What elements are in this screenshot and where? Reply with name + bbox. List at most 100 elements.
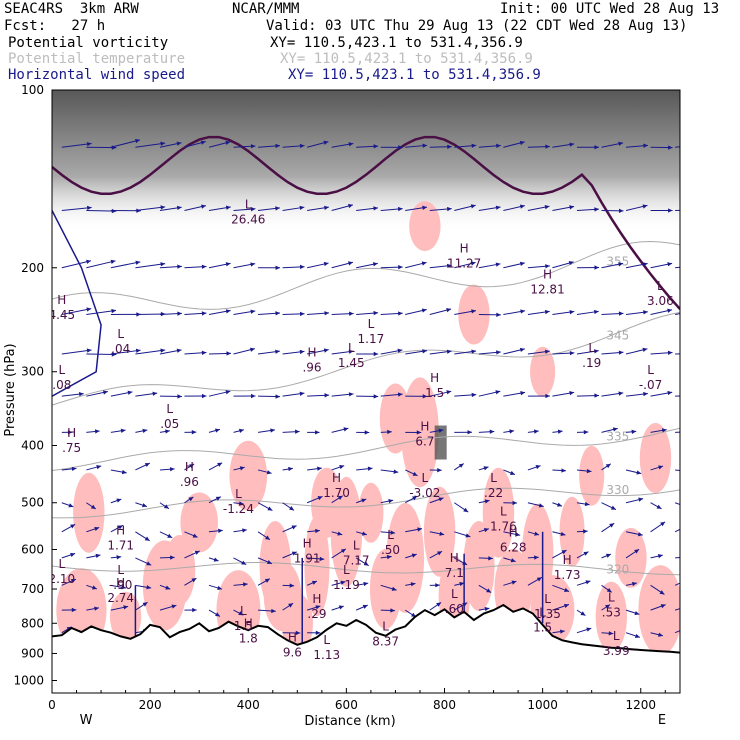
theta-contour bbox=[52, 561, 680, 576]
pv-extremum-value: .05 bbox=[160, 417, 179, 431]
pv-extremum-marker: H bbox=[288, 630, 297, 644]
wind-vector-head bbox=[361, 531, 367, 536]
wind-speed-contour bbox=[52, 210, 102, 397]
wind-vector-head bbox=[225, 205, 231, 210]
x-tick-label: 600 bbox=[335, 698, 358, 712]
wind-vector-head bbox=[146, 561, 152, 566]
wind-vector-head bbox=[86, 141, 92, 147]
wind-vector-head bbox=[609, 523, 615, 528]
wind-vector-head bbox=[201, 264, 207, 269]
wind-vector-head bbox=[299, 349, 305, 355]
wind-vector-head bbox=[583, 529, 588, 534]
pv-extremum-marker: H bbox=[332, 471, 341, 485]
wind-vector-head bbox=[594, 207, 599, 212]
wind-vector-head bbox=[275, 206, 280, 211]
wind-vector-head bbox=[618, 262, 624, 267]
pv-extremum-value: 9.6 bbox=[283, 645, 302, 659]
wind-vector-head bbox=[608, 631, 614, 636]
wind-vector-head bbox=[339, 465, 345, 470]
y-tick-label: 700 bbox=[21, 582, 44, 596]
wind-vector-head bbox=[217, 462, 223, 467]
wind-vector-head bbox=[610, 505, 616, 510]
wind-vector-head bbox=[144, 463, 150, 468]
wind-vector-head bbox=[667, 390, 673, 396]
wind-vector-head bbox=[465, 533, 471, 538]
wind-vector-head bbox=[660, 521, 666, 527]
wind-vector-head bbox=[417, 527, 423, 532]
wind-vector-head bbox=[488, 556, 493, 561]
wind-vector-head bbox=[569, 205, 575, 210]
wind-vector-head bbox=[275, 349, 280, 354]
wind-vector-head bbox=[121, 469, 127, 475]
wind-vector-head bbox=[170, 555, 175, 560]
wind-vector-head bbox=[160, 205, 166, 210]
pv-extremum-value: -.90 bbox=[109, 578, 132, 592]
wind-vector-head bbox=[127, 390, 133, 395]
wind-vector-head bbox=[642, 262, 648, 267]
wind-vector-head bbox=[495, 390, 501, 395]
pv-shaded-region bbox=[595, 581, 628, 652]
wind-vector-head bbox=[534, 555, 539, 560]
pv-extremum-value: 1.8 bbox=[239, 632, 258, 646]
wind-vector-head bbox=[142, 602, 148, 607]
wind-vector-head bbox=[686, 469, 691, 473]
wind-vector-head bbox=[471, 392, 477, 398]
pv-extremum-value: 7.17 bbox=[343, 554, 370, 568]
pv-shaded-region bbox=[109, 591, 142, 642]
wind-vector-head bbox=[538, 503, 544, 508]
pv-extremum-marker: L bbox=[382, 620, 389, 634]
wind-vector-head bbox=[398, 145, 403, 150]
field-xy-theta: XY= 110.5,423.1 to 531.4,356.9 bbox=[280, 51, 533, 67]
wind-vector-head bbox=[299, 143, 305, 149]
wind-vector bbox=[110, 139, 141, 148]
pv-extremum-value: .04 bbox=[111, 342, 130, 356]
wind-vector-head bbox=[667, 308, 673, 313]
wind-vector-head bbox=[693, 351, 698, 355]
wind-vector-head bbox=[323, 348, 329, 353]
wind-vector-head bbox=[545, 393, 550, 399]
pv-extremum-marker: H bbox=[116, 576, 125, 590]
wind-vector-head bbox=[323, 261, 329, 267]
wind-vector-head bbox=[177, 311, 182, 316]
wind-vector-head bbox=[605, 604, 611, 609]
wind-vector-head bbox=[495, 262, 501, 267]
wind-vector-head bbox=[447, 144, 452, 149]
wind-vector-head bbox=[86, 259, 91, 264]
pv-extremum-value: 1.91 bbox=[294, 551, 321, 565]
wind-vector-head bbox=[86, 205, 92, 211]
wind-vector-head bbox=[324, 393, 330, 398]
wind-vector-head bbox=[559, 629, 565, 634]
wind-vector-head bbox=[349, 311, 354, 316]
wind-vector-head bbox=[160, 141, 166, 146]
wind-vector-head bbox=[585, 580, 591, 585]
pv-extremum-marker: H bbox=[563, 553, 572, 567]
wind-vector-head bbox=[86, 348, 92, 353]
pv-extremum-value: .53 bbox=[602, 605, 621, 619]
wind-vector-head bbox=[264, 578, 270, 583]
wind-vector-head bbox=[165, 429, 170, 434]
wind-vector-head bbox=[348, 261, 353, 266]
wind-vector bbox=[86, 210, 117, 212]
pv-extremum-marker: L bbox=[539, 605, 546, 619]
wind-vector bbox=[61, 260, 92, 269]
wind-vector-head bbox=[238, 611, 244, 616]
theta-contour-label: 330 bbox=[606, 483, 629, 497]
x-tick-label: 800 bbox=[433, 698, 456, 712]
wind-vector-head bbox=[545, 264, 550, 269]
wind-vector-head bbox=[410, 582, 416, 587]
pv-shaded-region bbox=[463, 521, 495, 612]
wind-vector bbox=[61, 206, 92, 212]
wind-vector-head bbox=[315, 528, 320, 534]
pv-extremum-value: 11.27 bbox=[447, 257, 481, 271]
pv-extremum-marker: L bbox=[245, 198, 252, 212]
wind-vector bbox=[86, 309, 117, 316]
wind-vector-head bbox=[594, 265, 599, 270]
wind-vector-head bbox=[586, 627, 592, 632]
wind-vector-head bbox=[348, 349, 354, 354]
wind-vector-head bbox=[171, 604, 177, 609]
wind-vector-head bbox=[397, 206, 403, 212]
wind-vector-head bbox=[605, 463, 611, 469]
below-ground-mask bbox=[52, 605, 680, 693]
wind-vector-head bbox=[299, 205, 305, 211]
wind-vector-head bbox=[438, 497, 444, 502]
